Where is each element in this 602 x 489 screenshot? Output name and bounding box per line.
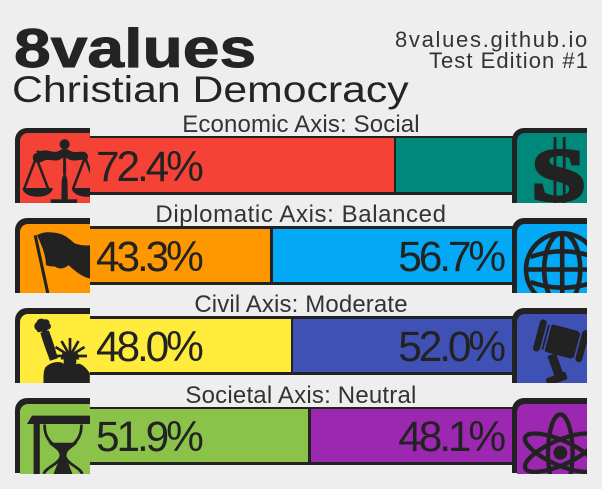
svg-text:S: S (531, 133, 586, 203)
